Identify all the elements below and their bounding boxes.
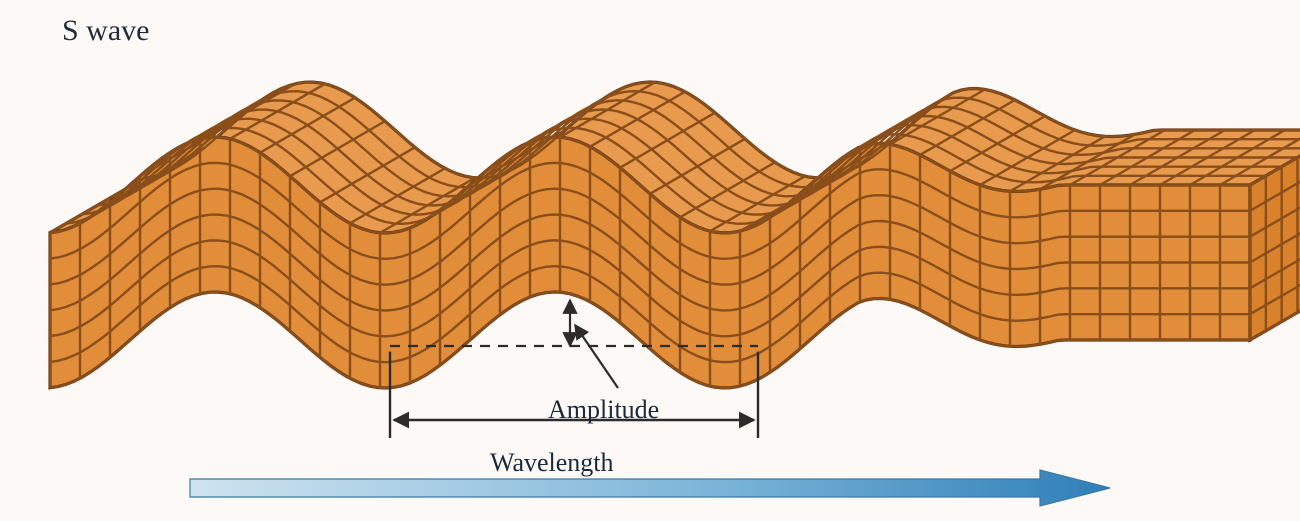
propagation-arrow (190, 470, 1110, 506)
diagram-stage: S wave Amplitude Wavelength (0, 0, 1300, 521)
wavelength-label: Wavelength (490, 448, 614, 478)
s-wave-diagram (0, 0, 1300, 521)
amplitude-label: Amplitude (548, 395, 659, 425)
diagram-title: S wave (62, 14, 149, 48)
